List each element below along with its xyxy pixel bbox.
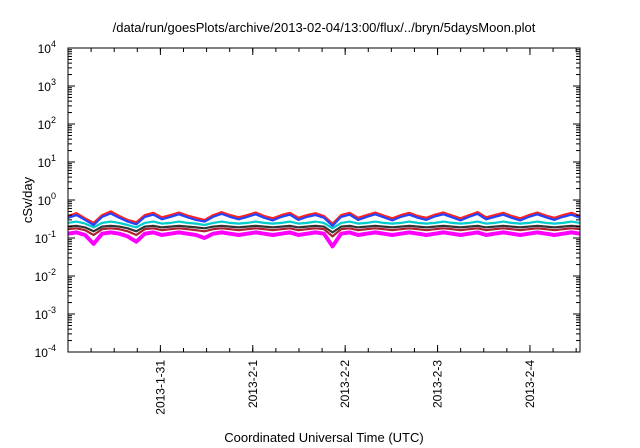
series-line-3: [67, 224, 581, 234]
plot-frame: [67, 47, 581, 353]
y-tick-exponent: -1: [48, 229, 56, 239]
y-tick-exponent: 2: [51, 115, 56, 125]
y-tick-exponent: -2: [48, 267, 56, 277]
y-tick-label: 100: [38, 191, 56, 208]
y-tick-base: 10: [35, 270, 49, 284]
y-tick-label: 10-4: [35, 343, 56, 360]
y-tick-exponent: 4: [51, 39, 56, 49]
y-tick-base: 10: [35, 346, 49, 360]
chart-title: /data/run/goesPlots/archive/2013-02-04/1…: [113, 20, 536, 35]
y-tick-base: 10: [35, 232, 49, 246]
y-tick-exponent: -4: [48, 343, 56, 353]
series-line-6: [67, 212, 581, 227]
x-tick-label: 2013-2-4: [523, 360, 537, 408]
y-tick-exponent: 1: [51, 153, 56, 163]
x-tick-label: 2013-2-1: [246, 360, 260, 408]
x-tick-label: 2013-1-31: [153, 360, 167, 415]
series-line-1: [67, 230, 581, 249]
y-tick-label: 10-3: [35, 305, 56, 322]
x-tick-label: 2013-2-3: [431, 360, 445, 408]
series-line-4: [67, 220, 581, 230]
x-tick-label: 2013-2-2: [338, 360, 352, 408]
y-axis-label: cSv/day: [20, 176, 35, 223]
y-tick-base: 10: [38, 118, 52, 132]
y-tick-label: 101: [38, 153, 56, 170]
x-axis: 2013-1-31 2013-2-1 2013-2-2 2013-2-3 2013-2-…: [67, 48, 577, 415]
y-tick-exponent: 3: [51, 77, 56, 87]
y-tick-exponent: 0: [51, 191, 56, 201]
y-tick-base: 10: [38, 42, 52, 56]
y-tick-exponent: -3: [48, 305, 56, 315]
y-tick-label: 10-1: [35, 229, 56, 246]
y-tick-label: 102: [38, 115, 56, 132]
y-tick-base: 10: [35, 308, 49, 322]
x-axis-label: Coordinated Universal Time (UTC): [224, 430, 423, 445]
y-tick-base: 10: [38, 80, 52, 94]
y-tick-label: 103: [38, 77, 56, 94]
y-tick-label: 104: [38, 39, 56, 56]
series-line-5: [67, 210, 581, 225]
series-layer: [67, 210, 581, 249]
y-tick-base: 10: [38, 194, 52, 208]
y-tick-base: 10: [38, 156, 52, 170]
y-tick-label: 10-2: [35, 267, 56, 284]
series-line-2: [67, 227, 581, 238]
